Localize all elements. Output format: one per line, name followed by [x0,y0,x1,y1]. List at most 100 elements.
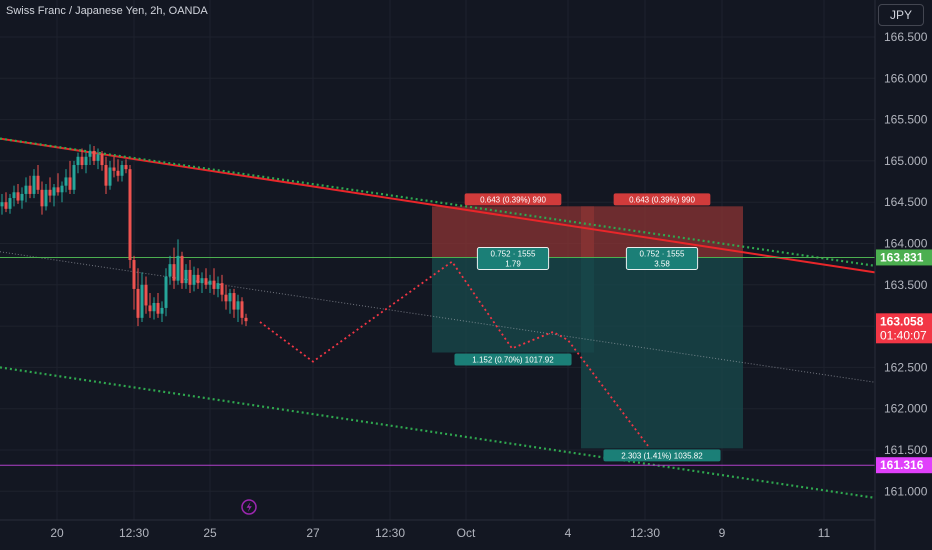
candle-body [180,255,184,284]
price-tag-bg [876,457,932,474]
y-tick-label: 161.000 [884,484,928,498]
risk-reward-label: 0.752 · 1555 [640,249,685,258]
candle-body [112,167,116,171]
candle-body [184,269,188,284]
y-tick-label: 162.500 [884,360,928,374]
candles [0,144,248,327]
candle-body [100,154,104,166]
take-profit-zone [581,257,743,449]
candle-body [32,175,36,194]
y-tick-label: 162.000 [884,402,928,416]
position-tools[interactable] [432,206,743,449]
candle-body [240,301,244,318]
candle-body [24,185,28,194]
candle-body [16,192,20,201]
candle-body [64,177,68,186]
candle-body [192,274,196,285]
risk-reward-label-ratio: 3.58 [654,259,670,268]
candle-body [224,294,228,302]
target-label-bg [603,449,721,462]
x-tick-label: 27 [306,526,320,540]
candle-body [60,185,64,193]
x-tick-label: 11 [818,526,831,540]
y-tick-label: 165.000 [884,154,928,168]
candle-body [36,175,40,190]
candle-body [92,150,96,161]
risk-reward-label-bg [625,246,699,270]
price-tag-bg [876,249,932,266]
candle-body [48,189,52,196]
candle-body [20,193,24,201]
price-tag: 161.316 [880,458,924,472]
candle-body [216,283,220,289]
target-label-bg [454,353,572,366]
countdown-tag: 01:40:07 [880,328,927,342]
candle-body [228,293,232,302]
candle-body [52,187,56,196]
candle-body [208,280,212,285]
candle-body [172,264,176,281]
trend-dotted-line [0,137,876,267]
x-tick-label: 12:30 [630,526,660,540]
candle-body [212,280,216,289]
candle-body [144,284,148,306]
candle-body [8,198,12,209]
candle-body [200,278,204,284]
stop-label-bg [464,193,562,206]
candle-body [196,274,200,284]
projection-path [259,260,649,447]
candle-body [140,284,144,318]
stop-label: 0.643 (0.39%) 990 [629,195,695,204]
candle-body [12,192,16,199]
x-tick-label: 12:30 [119,526,149,540]
candle-body [244,317,248,322]
candle-body [204,278,208,285]
candle-body [88,150,92,157]
candle-body [44,189,48,207]
candle-body [28,185,32,194]
candle-body [68,177,72,190]
candle-body [104,165,108,186]
candle-body [136,288,140,318]
candle-body [76,156,80,166]
risk-reward-label: 0.752 · 1555 [491,249,536,258]
target-label: 2.303 (1.41%) 1035.82 [621,451,703,460]
risk-reward-label-ratio: 1.79 [505,259,521,268]
candle-body [164,276,168,308]
x-tick-label: 9 [719,526,726,540]
candle-body [152,302,156,312]
candle-body [80,156,84,166]
x-tick-label: 4 [565,526,572,540]
candle-body [120,165,124,176]
candle-body [96,154,100,161]
price-tag-bg [876,313,932,344]
candle-body [160,307,164,314]
x-tick-label: 25 [203,526,217,540]
currency-button[interactable]: JPY [878,4,924,26]
target-label: 1.152 (0.70%) 1017.92 [472,356,554,365]
faint-dotted-line [0,251,876,383]
x-tick-label: Oct [457,526,476,540]
price-tag: 163.831 [880,250,924,264]
candle-body [72,165,76,190]
y-tick-label: 165.500 [884,113,928,127]
candle-body [236,301,240,310]
drawings[interactable] [0,137,876,499]
candle-body [220,283,224,295]
candle-body [116,170,120,176]
chart-title: Swiss Franc / Japanese Yen, 2h, OANDA [6,5,208,17]
take-profit-zone [432,257,594,353]
y-tick-label: 164.500 [884,195,928,209]
candle-body [108,167,112,186]
risk-reward-label-bg [476,246,550,270]
candle-body [0,202,4,207]
lightning-icon[interactable] [241,499,257,515]
y-tick-label: 166.500 [884,30,928,44]
candle-body [168,264,172,277]
candle-body [56,187,60,193]
price-tag: 163.058 [880,314,924,328]
price-axis: 166.500 166.000 165.500 165.000 164.500 164.0… [884,30,928,498]
